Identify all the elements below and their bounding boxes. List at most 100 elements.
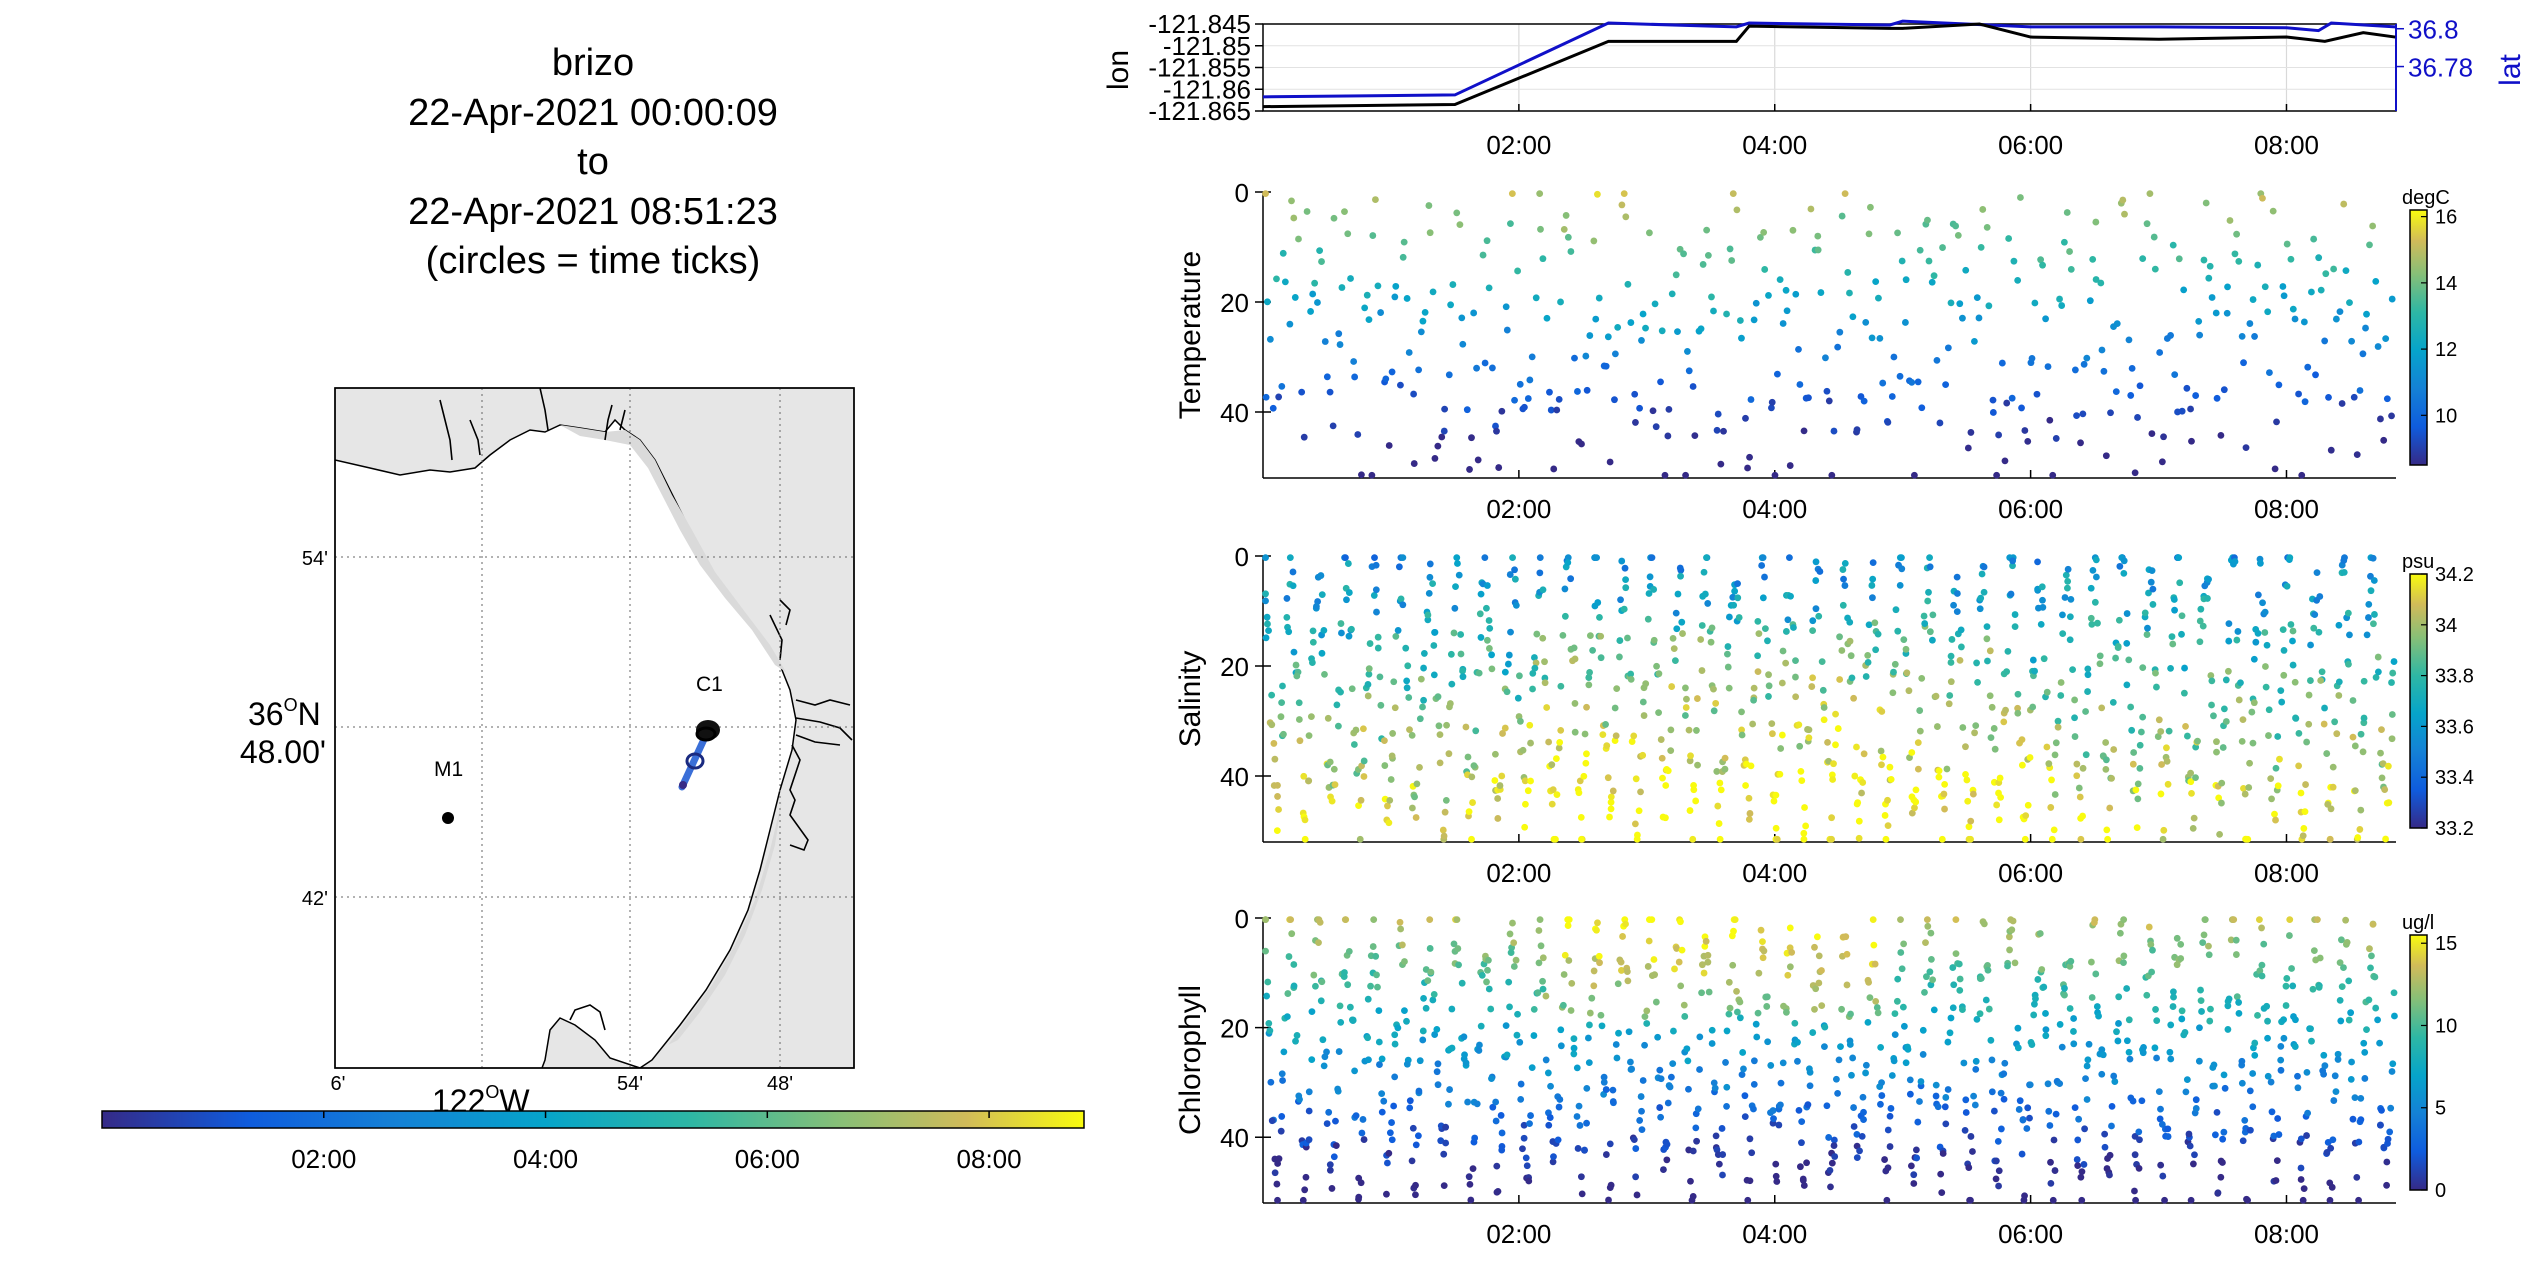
chlorophyll-point <box>2170 993 2177 1001</box>
salinity-point <box>1501 724 1509 732</box>
salinity-point <box>1765 682 1773 690</box>
temperature-point <box>1828 471 1836 479</box>
chlorophyll-point <box>1365 1056 1372 1064</box>
salinity-point <box>2374 653 2382 661</box>
chlorophyll-point <box>2024 1104 2032 1112</box>
chlorophyll-point <box>1656 1104 1664 1111</box>
temperature-point <box>2125 336 2133 344</box>
chlorophyll-point <box>1730 927 1737 935</box>
chlorophyll-point <box>2233 993 2241 1001</box>
salinity-point <box>1671 657 1679 665</box>
temperature-point <box>2231 250 2239 258</box>
salinity-point <box>1957 643 1965 651</box>
salinity-point <box>2287 621 2295 628</box>
chlorophyll-point <box>1927 955 1935 963</box>
chlorophyll-point <box>2016 1097 2024 1105</box>
temperature-point <box>1822 354 1829 362</box>
chlorophyll-point <box>1748 1149 1756 1157</box>
temperature-point <box>1323 373 1331 381</box>
temperature-point <box>1872 278 1880 286</box>
salinity-point <box>2167 664 2174 672</box>
chlorophyll-point <box>1319 1036 1327 1044</box>
chlorophyll-point <box>1359 1116 1367 1123</box>
salinity-point <box>1729 593 1737 601</box>
chlorophyll-point <box>2114 1037 2122 1045</box>
temperature-point <box>1441 405 1449 413</box>
chlorophyll-colorbar-tick-label: 15 <box>2435 933 2457 955</box>
salinity-point <box>2340 568 2348 576</box>
chlorophyll-point <box>2050 1136 2058 1144</box>
salinity-point <box>1908 749 1916 756</box>
chlorophyll-point <box>2310 947 2318 955</box>
temperature-point <box>1507 220 1514 228</box>
chlorophyll-point <box>1637 1093 1645 1100</box>
lon-tick-label: -121.845 <box>1148 9 1251 39</box>
salinity-point <box>2323 750 2331 757</box>
chlorophyll-point <box>2307 1025 2314 1033</box>
salinity-point <box>2029 703 2037 711</box>
chlorophyll-point <box>2369 920 2377 928</box>
temperature-point <box>1834 343 1842 351</box>
salinity-point <box>2139 664 2147 672</box>
salinity-point <box>2084 671 2092 679</box>
temperature-point <box>1947 299 1955 307</box>
temperature-point <box>1944 344 1952 352</box>
chlorophyll-point <box>1932 1092 1940 1100</box>
chlorophyll-point <box>2303 1069 2311 1076</box>
salinity-point <box>2092 573 2100 581</box>
salinity-point <box>2168 633 2176 640</box>
chlorophyll-point <box>1752 1020 1760 1028</box>
salinity-point <box>1290 648 1298 656</box>
chlorophyll-point <box>2019 1116 2027 1124</box>
chlorophyll-point <box>1633 1191 1641 1199</box>
chlorophyll-point <box>1460 1033 1468 1041</box>
salinity-point <box>1738 726 1745 734</box>
chlorophyll-point <box>2225 995 2233 1003</box>
chlorophyll-point <box>1842 933 1850 941</box>
salinity-point <box>1441 808 1449 816</box>
temperature-point <box>1736 317 1744 324</box>
chlorophyll-point <box>1528 1064 1536 1072</box>
chlorophyll-point <box>2260 940 2268 948</box>
chlorophyll-point <box>2273 1157 2281 1165</box>
chlorophyll-point <box>1332 1142 1340 1150</box>
temperature-point <box>1684 348 1691 355</box>
salinity-point <box>1703 554 1710 562</box>
salinity-point <box>1631 820 1639 828</box>
salinity-point <box>1687 752 1694 760</box>
salinity-point <box>2283 582 2291 590</box>
temperature-point <box>1908 378 1916 386</box>
salinity-point <box>1805 726 1813 734</box>
temperature-point <box>2321 337 2329 345</box>
salinity-point <box>1983 623 1991 630</box>
salinity-point <box>1993 801 2001 809</box>
salinity-point <box>1962 771 1969 778</box>
temperature-point <box>2200 256 2208 264</box>
chlorophyll-point <box>1590 982 1598 990</box>
chlorophyll-point <box>2070 1040 2078 1048</box>
chlorophyll-point <box>1502 1022 1510 1030</box>
chlorophyll-point <box>1939 1150 1947 1157</box>
x-tick-label: 02:00 <box>1486 494 1551 524</box>
chlorophyll-point <box>2101 1143 2109 1151</box>
chlorophyll-point <box>2018 1150 2026 1158</box>
temperature-point <box>1318 258 1325 265</box>
salinity-point <box>1405 694 1413 701</box>
salinity-point <box>1283 595 1291 602</box>
salinity-point <box>1419 703 1426 711</box>
chlorophyll-point <box>1370 916 1378 924</box>
temperature-point <box>1350 358 1358 365</box>
salinity-point <box>1716 779 1724 787</box>
temperature-point <box>1636 404 1643 412</box>
chlorophyll-point <box>1519 1145 1526 1153</box>
temperature-point <box>2017 194 2024 201</box>
temperature-point <box>1426 229 1434 237</box>
salinity-point <box>1632 775 1640 783</box>
salinity-point <box>1735 614 1743 621</box>
salinity-point <box>1800 835 1808 843</box>
salinity-point <box>1708 624 1716 632</box>
temperature-point <box>1495 464 1503 471</box>
chlorophyll-point <box>1726 1004 1734 1012</box>
temperature-point <box>1752 299 1760 307</box>
temperature-point <box>1796 381 1804 388</box>
